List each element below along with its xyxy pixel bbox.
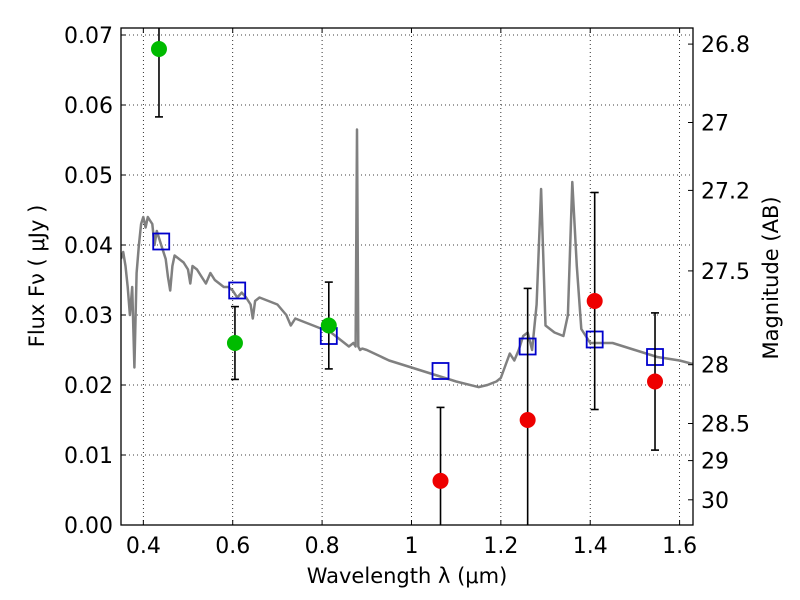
grid	[121, 28, 693, 526]
right-tick-label: 30	[701, 489, 729, 514]
y-tick-label: 0.05	[64, 164, 113, 189]
right-tick-label: 28	[701, 354, 729, 379]
x-tick-label: 1.4	[573, 534, 608, 559]
plot-area	[121, 28, 693, 525]
x-tick-label: 0.4	[126, 534, 161, 559]
plot-frame	[120, 27, 694, 526]
y-tick-label: 0.06	[64, 94, 113, 119]
right-tick-label: 28.5	[701, 413, 750, 438]
y-axis-label: Flux Fν ( μJy )	[25, 205, 49, 348]
observed-flux-point	[150, 41, 167, 57]
y-tick-label: 0.00	[64, 514, 113, 539]
observed-flux-point	[320, 317, 337, 334]
right-tick-label: 29	[701, 450, 729, 475]
y-tick-label: 0.07	[64, 24, 113, 49]
template-spectrum-line	[121, 128, 693, 389]
right-axis-label: Magnitude (AB)	[759, 196, 783, 359]
y-tick-label: 0.04	[64, 234, 113, 259]
observed-flux-point	[432, 472, 449, 489]
observed-flux-point	[647, 373, 664, 390]
axes-ticks: 0.4 0.6 0.8 1 1.2 1.4 1.6 0.00 0.01 0.02 0.03 0.04 0…	[64, 24, 750, 559]
observed-flux-point	[226, 335, 243, 351]
x-tick-label: 0.6	[215, 534, 250, 559]
right-tick-label: 27.5	[701, 260, 750, 285]
model-flux-square	[152, 232, 171, 251]
right-tick-label: 27	[701, 112, 729, 137]
model-flux-square	[431, 362, 450, 380]
y-tick-label: 0.01	[64, 444, 113, 469]
x-tick-label: 1	[404, 534, 418, 559]
y-tick-label: 0.02	[64, 374, 113, 399]
observed-flux-point	[519, 412, 536, 428]
right-tick-label: 27.2	[701, 179, 750, 204]
right-tick-label: 26.8	[701, 33, 750, 58]
y-tick-label: 0.03	[64, 304, 113, 329]
x-tick-label: 1.6	[662, 534, 697, 559]
x-tick-label: 0.8	[305, 534, 340, 559]
model-flux-square	[228, 281, 247, 300]
x-tick-label: 1.2	[483, 534, 518, 559]
observed-flux-point	[586, 293, 603, 309]
x-axis-label: Wavelength λ (μm)	[307, 564, 508, 588]
